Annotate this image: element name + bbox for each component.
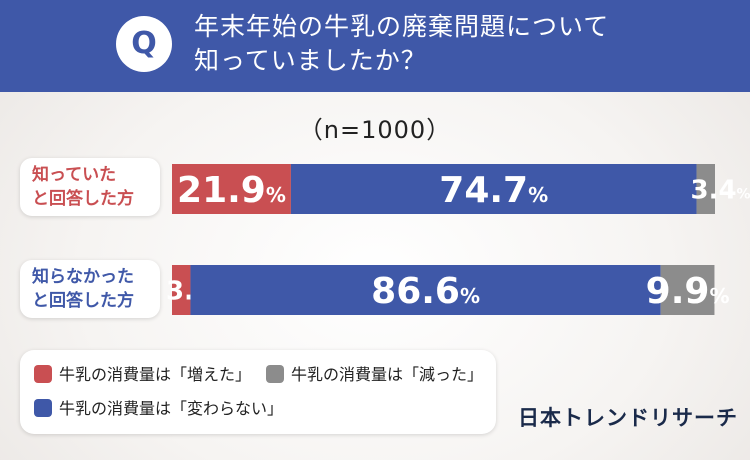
data-label-increased-row-1: 21.9% <box>177 170 286 211</box>
legend-item-increased: 牛乳の消費量は「増えた」 <box>34 364 251 386</box>
legend-item-unchanged: 牛乳の消費量は「変わらない」 <box>34 398 283 420</box>
legend-swatch-decreased <box>266 365 284 383</box>
q-badge: Q <box>116 16 172 72</box>
question-line-1: 年末年始の牛乳の廃棄問題について <box>194 12 610 41</box>
sample-size: （n=1000） <box>298 116 452 144</box>
bar-segment-increased-row-2 <box>172 265 191 315</box>
row-label-line-1: 知っていた <box>32 165 117 185</box>
row-label-line-2: と回答した方 <box>32 189 134 209</box>
legend: 牛乳の消費量は「増えた」 牛乳の消費量は「減った」 牛乳の消費量は「変わらない」 <box>20 350 496 434</box>
brand-logo-text: 日本トレンドリサーチ <box>518 406 738 430</box>
bar-segment-unchanged-row-2 <box>190 265 661 315</box>
data-label-decreased-row-1: 3.4% <box>690 175 750 205</box>
bar-segment-increased-row-1 <box>172 164 291 214</box>
legend-item-decreased: 牛乳の消費量は「減った」 <box>266 364 483 386</box>
legend-label-increased: 牛乳の消費量は「増えた」 <box>59 365 252 384</box>
legend-swatch-increased <box>34 365 52 383</box>
question-text: 年末年始の牛乳の廃棄問題について 知っていましたか？ <box>194 10 714 78</box>
bar-segment-decreased-row-2 <box>660 265 715 315</box>
legend-label-unchanged: 牛乳の消費量は「変わらない」 <box>59 399 284 418</box>
row-label-line-2: と回答した方 <box>32 291 134 311</box>
question-header: Q 年末年始の牛乳の廃棄問題について 知っていましたか？ <box>0 0 750 92</box>
row-label-knew: 知っていた と回答した方 <box>20 158 160 216</box>
row-label-line-1: 知らなかった <box>32 267 134 287</box>
bar-segment-decreased-row-1 <box>696 164 715 214</box>
data-label-unchanged-row-1: 74.7% <box>439 170 548 211</box>
data-label-decreased-row-2: 9.9% <box>646 271 730 312</box>
row-label-did-not-know: 知らなかった と回答した方 <box>20 260 160 318</box>
data-label-unchanged-row-2: 86.6% <box>371 271 480 312</box>
legend-swatch-unchanged <box>34 399 52 417</box>
legend-label-decreased: 牛乳の消費量は「減った」 <box>291 365 484 384</box>
bar-segment-unchanged-row-1 <box>290 164 697 214</box>
question-line-2: 知っていましたか？ <box>194 46 427 75</box>
